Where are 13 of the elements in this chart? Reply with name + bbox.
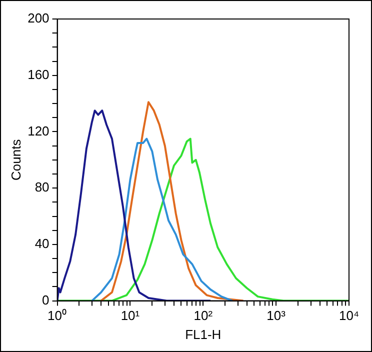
y-axis-title: Counts: [8, 138, 24, 180]
y-tick-label: 0: [42, 292, 50, 308]
y-tick-label: 80: [34, 180, 50, 195]
x-tick-label: 10⁴: [338, 308, 360, 324]
x-axis-title: FL1-H: [185, 326, 222, 342]
y-tick-label: 160: [28, 66, 50, 82]
x-tick-label: 10⁰: [48, 308, 68, 324]
x-tick-label: 10²: [194, 308, 214, 324]
y-tick-label: 120: [28, 123, 50, 138]
x-tick-label: 10¹: [120, 308, 140, 324]
y-tick-label: 200: [28, 10, 50, 26]
x-tick-label: 10³: [266, 308, 286, 324]
y-tick-label: 40: [34, 236, 50, 252]
